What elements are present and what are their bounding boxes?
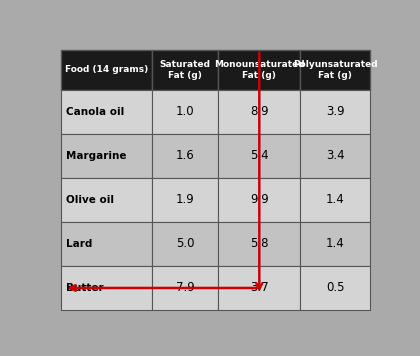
- Text: Margarine: Margarine: [66, 151, 126, 161]
- Bar: [60, 90, 152, 134]
- Bar: [300, 90, 370, 134]
- Bar: [152, 134, 218, 178]
- Text: 1.4: 1.4: [326, 193, 344, 206]
- Text: 1.0: 1.0: [176, 105, 194, 119]
- Text: 5.0: 5.0: [176, 237, 194, 251]
- Bar: [218, 222, 300, 266]
- Bar: [60, 222, 152, 266]
- Text: 5.8: 5.8: [250, 237, 268, 251]
- Bar: [60, 49, 152, 90]
- Bar: [218, 134, 300, 178]
- Text: 5.4: 5.4: [250, 150, 269, 162]
- Text: 3.7: 3.7: [250, 282, 269, 294]
- Text: 3.4: 3.4: [326, 150, 344, 162]
- Text: Lard: Lard: [66, 239, 92, 249]
- Text: Monounsaturated
Fat (g): Monounsaturated Fat (g): [214, 60, 304, 80]
- Text: Saturated
Fat (g): Saturated Fat (g): [160, 60, 210, 80]
- Text: Olive oil: Olive oil: [66, 195, 113, 205]
- Bar: [218, 49, 300, 90]
- Bar: [300, 49, 370, 90]
- Bar: [300, 222, 370, 266]
- Bar: [152, 49, 218, 90]
- Bar: [218, 266, 300, 310]
- Bar: [152, 222, 218, 266]
- Text: Butter: Butter: [66, 283, 103, 293]
- Bar: [300, 266, 370, 310]
- Text: 1.6: 1.6: [176, 150, 194, 162]
- Bar: [152, 266, 218, 310]
- Text: Canola oil: Canola oil: [66, 107, 124, 117]
- Text: 0.5: 0.5: [326, 282, 344, 294]
- Bar: [60, 134, 152, 178]
- Bar: [152, 90, 218, 134]
- Text: 3.9: 3.9: [326, 105, 344, 119]
- Text: 8.9: 8.9: [250, 105, 269, 119]
- Bar: [300, 134, 370, 178]
- Bar: [152, 178, 218, 222]
- Bar: [300, 178, 370, 222]
- Text: 7.9: 7.9: [176, 282, 194, 294]
- Bar: [60, 266, 152, 310]
- Bar: [218, 90, 300, 134]
- Bar: [218, 178, 300, 222]
- Text: 1.4: 1.4: [326, 237, 344, 251]
- Text: 9.9: 9.9: [250, 193, 269, 206]
- Bar: [60, 178, 152, 222]
- Text: Polyunsaturated
Fat (g): Polyunsaturated Fat (g): [293, 60, 378, 80]
- Text: Food (14 grams): Food (14 grams): [65, 65, 148, 74]
- Text: 1.9: 1.9: [176, 193, 194, 206]
